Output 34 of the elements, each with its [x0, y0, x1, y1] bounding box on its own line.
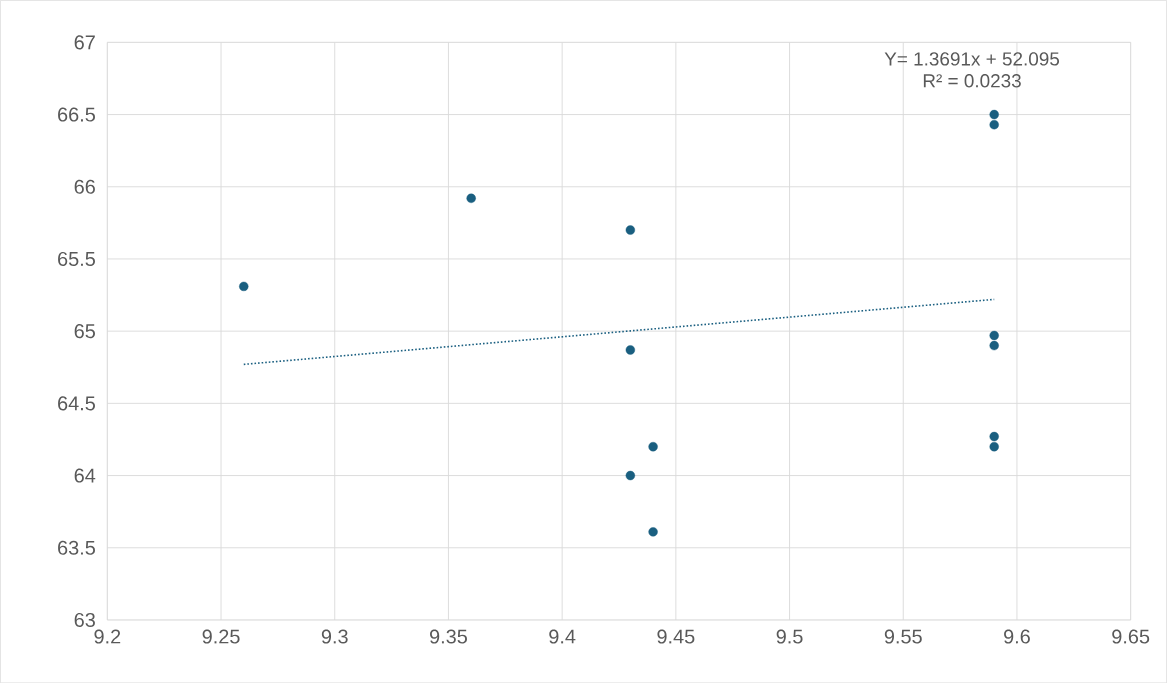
point [989, 441, 999, 452]
y-tick-label: 64 [74, 468, 96, 483]
x-tick-label: 9.5 [776, 629, 803, 644]
point [648, 527, 658, 537]
point [466, 193, 476, 203]
y-tick-label: 67 [74, 35, 95, 50]
x-tick-label: 9.2 [94, 629, 121, 644]
y-tick-label: 64.5 [58, 396, 95, 411]
point [989, 340, 999, 351]
x-tick-label: 9.4 [549, 629, 576, 644]
point [625, 470, 636, 481]
point [989, 109, 999, 120]
y-tick-label: 65 [74, 323, 95, 339]
y-tick-label: 66 [74, 179, 95, 194]
y-tick-label: 63.5 [58, 540, 95, 555]
x-tick-label: 9.6 [1004, 629, 1030, 644]
x-tick-label: 9.35 [430, 629, 467, 644]
y-tick-label: 65.5 [58, 251, 95, 266]
x-tick-label: 9.3 [321, 629, 348, 644]
point [989, 119, 999, 130]
point [239, 281, 249, 291]
point [625, 345, 636, 355]
y-tick-label: 63 [74, 612, 95, 627]
point [625, 225, 636, 235]
y-tick-label: 66.5 [58, 107, 95, 122]
x-tick-label: 9.55 [884, 629, 922, 644]
annotation: R² = 0.0233 [923, 73, 1021, 88]
x-tick-label: 9.65 [1112, 629, 1150, 644]
x-tick-label: 9.25 [202, 629, 240, 644]
point [989, 330, 999, 341]
point [648, 441, 658, 452]
point [989, 431, 999, 442]
annotation: Y= 1.3691x + 52.095 [884, 52, 1060, 66]
x-tick-label: 9.45 [657, 629, 695, 644]
